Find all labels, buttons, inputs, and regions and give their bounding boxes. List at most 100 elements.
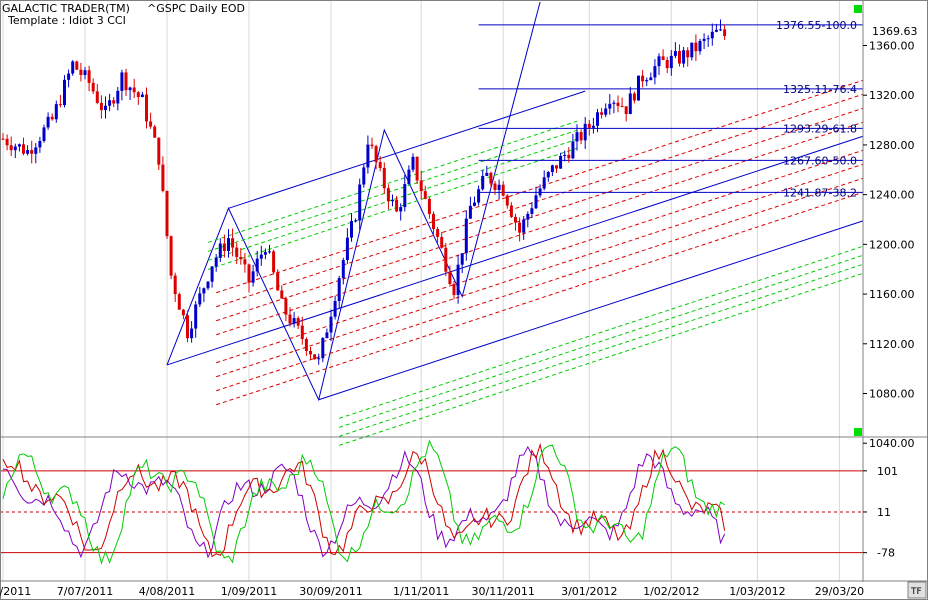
price-bar-body [407, 169, 411, 185]
price-bar-body [710, 31, 714, 39]
price-bar-body [719, 29, 722, 31]
date-tick-label: 7/07/2011 [57, 585, 113, 598]
panel-marker-cci[interactable] [854, 428, 862, 436]
price-tick-label: 1120.00 [869, 338, 915, 351]
price-bar-body [181, 309, 185, 316]
price-tick-label: 1320.00 [869, 89, 915, 102]
price-bar-body [99, 102, 103, 111]
price-bar-body [104, 105, 107, 111]
price-bar-body [313, 354, 317, 360]
price-bar-body [87, 70, 91, 83]
price-bar-body [284, 298, 288, 315]
price-bar-body [345, 237, 349, 261]
price-bar-body [218, 243, 222, 258]
price-bar-body [153, 126, 157, 138]
price-bar-body [1, 138, 5, 140]
price-bar-body [481, 175, 485, 190]
price-bar-body [46, 116, 50, 128]
price-bar-body [436, 229, 440, 237]
price-bar-body [395, 199, 399, 212]
price-bar-body [157, 137, 161, 165]
price-tick-label: 1040.00 [869, 437, 915, 450]
tf-button[interactable]: TF [910, 587, 922, 597]
date-tick-label: 30/11/2011 [471, 585, 534, 598]
tf-button-frame[interactable] [907, 581, 927, 599]
price-bar-body [440, 236, 444, 248]
price-bar-body [341, 260, 345, 279]
red-dashed-line [216, 149, 864, 364]
red-dashed-line [216, 93, 864, 308]
price-bar-body [222, 243, 226, 251]
price-bar-body [706, 38, 710, 40]
price-bar-body [145, 94, 148, 122]
price-bar-body [120, 72, 124, 91]
date-tick-label: 1/11/2011 [393, 585, 449, 598]
price-bar-body [403, 184, 407, 208]
price-bar-body [702, 38, 706, 41]
price-bar-body [550, 165, 554, 173]
price-bar-body [280, 290, 284, 299]
price-bar-body [485, 172, 489, 176]
price-bar-body [292, 318, 296, 324]
price-bar-body [214, 257, 218, 267]
price-bar-body [518, 222, 522, 233]
price-bar-body [694, 42, 698, 52]
price-bar-body [366, 144, 370, 168]
price-bar-body [464, 218, 468, 254]
price-bar-body [477, 189, 481, 203]
price-bar-body [530, 208, 534, 214]
price-bar-body [309, 351, 312, 355]
price-bar-body [534, 195, 538, 209]
price-bar-body [71, 61, 75, 74]
green-dashed-line [207, 147, 578, 270]
template-label: Template : Idiot 3 CCI [7, 14, 126, 27]
price-bar-body [583, 123, 587, 141]
price-bar-body [591, 125, 595, 128]
red-dashed-line [216, 191, 864, 406]
price-bar-body [661, 56, 665, 61]
date-tick-label: 3/01/2012 [561, 585, 617, 598]
price-bar-body [247, 264, 251, 283]
channel-upper [228, 90, 586, 209]
price-bar-body [641, 75, 645, 82]
price-bar-body [235, 247, 239, 258]
price-bar-body [596, 112, 599, 126]
price-bar-body [686, 50, 690, 58]
price-bar-body [698, 40, 702, 52]
price-tick-label: 1080.00 [869, 388, 915, 401]
price-bar-body [505, 195, 509, 206]
price-bar-body [624, 106, 628, 115]
price-bar-body [34, 147, 38, 154]
price-bar-body [251, 271, 255, 283]
price-bar-body [473, 202, 476, 206]
price-bar-body [620, 105, 624, 107]
last-price-label: 1369.63 [872, 25, 918, 38]
price-bar-body [300, 325, 304, 340]
price-bar-body [337, 278, 341, 302]
price-bar-body [350, 221, 353, 238]
price-bar-body [678, 51, 681, 64]
price-bar-body [140, 94, 144, 97]
price-bar-body [206, 281, 210, 289]
date-tick-label: 30/09/2011 [299, 585, 362, 598]
green-dashed-line [207, 120, 578, 243]
price-bar-body [272, 251, 276, 273]
price-bar-body [296, 318, 300, 326]
price-bar-body [17, 144, 21, 147]
price-bar-body [210, 266, 214, 282]
fib-level-label: 1267.60-50.0 [783, 154, 857, 167]
price-bar-body [54, 104, 58, 120]
price-bar-body [91, 82, 95, 92]
price-bar-body [608, 103, 612, 109]
price-bar-body [645, 80, 649, 82]
fib-level-label: 1293.29-61.8 [783, 122, 857, 135]
price-bar-body [538, 188, 542, 196]
price-bar-body [501, 184, 505, 196]
panel-marker-top[interactable] [854, 5, 862, 13]
cci-line-red [2, 442, 726, 558]
price-bar-body [579, 132, 583, 141]
price-bar-body [116, 90, 120, 104]
price-bar-body [665, 60, 669, 69]
price-bar-body [673, 51, 677, 56]
price-bar-body [448, 271, 452, 285]
